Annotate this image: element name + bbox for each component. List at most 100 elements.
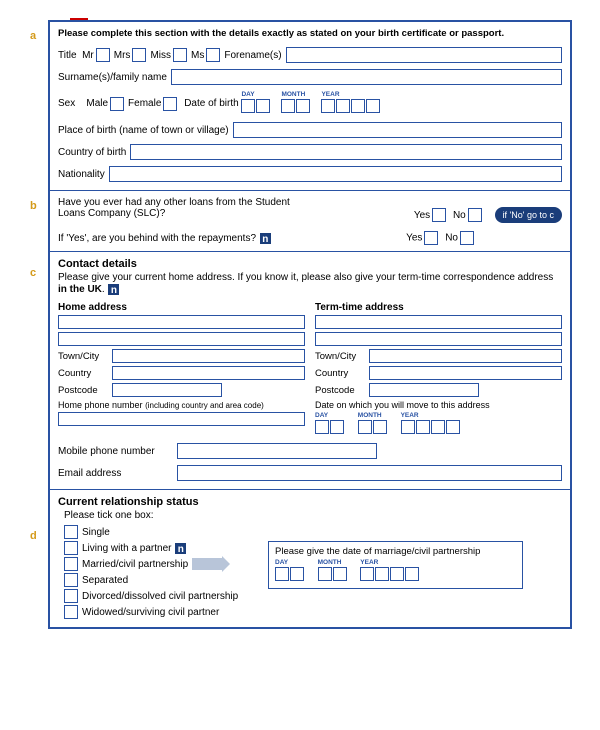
home-addr-line1[interactable] [58,315,305,329]
term-town-label: Town/City [315,351,365,362]
move-year-3[interactable] [431,420,445,434]
divorced-checkbox[interactable] [64,589,78,603]
miss-label: Miss [150,50,171,61]
goto-c-pill: if 'No' go to c [495,207,562,223]
b-q2-no-label: No [445,233,458,244]
section-letter-d: d [30,530,37,542]
move-year-2[interactable] [416,420,430,434]
home-town-input[interactable] [112,349,305,363]
b-q2-no-checkbox[interactable] [460,231,474,245]
home-addr-line2[interactable] [58,332,305,346]
term-town-input[interactable] [369,349,562,363]
surname-input[interactable] [171,69,562,85]
single-checkbox[interactable] [64,525,78,539]
mr-checkbox[interactable] [96,48,110,62]
mar-year-2[interactable] [375,567,389,581]
dob-day-2[interactable] [256,99,270,113]
email-label: Email address [58,468,173,479]
term-addr-line2[interactable] [315,332,562,346]
mar-year-4[interactable] [405,567,419,581]
mar-day-2[interactable] [290,567,304,581]
section-a: Please complete this section with the de… [50,22,570,191]
home-town-label: Town/City [58,351,108,362]
cob-input[interactable] [130,144,562,160]
term-postcode-input[interactable] [369,383,479,397]
home-postcode-input[interactable] [112,383,222,397]
b-q2-yes-label: Yes [406,233,422,244]
d-heading: Current relationship status [58,496,562,508]
divorced-label: Divorced/dissolved civil partnership [82,591,238,602]
living-label: Living with a partner [82,543,172,554]
top-red-mark [70,18,88,20]
widowed-label: Widowed/surviving civil partner [82,607,219,618]
email-row: Email address [58,465,562,481]
mar-day-1[interactable] [275,567,289,581]
nat-input[interactable] [109,166,562,182]
home-phone-input[interactable] [58,412,305,426]
dob-day-1[interactable] [241,99,255,113]
b-q1-yes-label: Yes [414,210,430,221]
mobile-row: Mobile phone number [58,443,562,459]
move-date-label: Date on which you will move to this addr… [315,400,562,410]
marriage-date-label: Please give the date of marriage/civil p… [275,546,516,557]
home-country-input[interactable] [112,366,305,380]
dob-year-1[interactable] [321,99,335,113]
home-addr-label: Home address [58,302,305,313]
home-country-label: Country [58,368,108,379]
female-checkbox[interactable] [163,97,177,111]
term-country-label: Country [315,368,365,379]
nat-label: Nationality [58,169,105,180]
mar-month-2[interactable] [333,567,347,581]
home-phone-label: Home phone number [58,400,145,410]
married-checkbox[interactable] [64,557,78,571]
move-month-1[interactable] [358,420,372,434]
cob-row: Country of birth [58,144,562,160]
section-c: Contact details Please give your current… [50,252,570,490]
info-icon: n [259,232,272,245]
section-a-header: Please complete this section with the de… [58,28,562,39]
miss-checkbox[interactable] [173,48,187,62]
living-checkbox[interactable] [64,541,78,555]
separated-checkbox[interactable] [64,573,78,587]
ms-checkbox[interactable] [206,48,220,62]
section-letter-b: b [30,200,37,212]
sex-dob-row: Sex Male Female Date of birth DAY MONTH … [58,91,562,116]
home-address-col: Home address Town/City Country Postcode … [58,302,305,437]
move-day-1[interactable] [315,420,329,434]
mobile-input[interactable] [177,443,377,459]
mar-year-3[interactable] [390,567,404,581]
term-addr-label: Term-time address [315,302,562,313]
dob-month-2[interactable] [296,99,310,113]
move-year-1[interactable] [401,420,415,434]
forenames-label: Forename(s) [224,50,281,61]
marriage-date-box: Please give the date of marriage/civil p… [268,541,523,589]
dob-month-label: MONTH [281,91,317,98]
dob-year-label: YEAR [321,91,387,98]
title-row: Title Mr Mrs Miss Ms Forename(s) [58,47,562,63]
forenames-input[interactable] [286,47,562,63]
b-q1-no-checkbox[interactable] [468,208,482,222]
info-icon: n [174,542,187,555]
mar-year-1[interactable] [360,567,374,581]
mrs-label: Mrs [114,50,131,61]
arrow-icon [192,558,222,570]
dob-year-3[interactable] [351,99,365,113]
email-input[interactable] [177,465,562,481]
male-checkbox[interactable] [110,97,124,111]
dob-year-2[interactable] [336,99,350,113]
move-day-2[interactable] [330,420,344,434]
section-d: Current relationship status Please tick … [50,490,570,627]
b-q2-yes-checkbox[interactable] [424,231,438,245]
mrs-checkbox[interactable] [132,48,146,62]
widowed-checkbox[interactable] [64,605,78,619]
dob-month-1[interactable] [281,99,295,113]
section-letter-a: a [30,30,36,42]
pob-input[interactable] [233,122,562,138]
move-month-2[interactable] [373,420,387,434]
dob-year-4[interactable] [366,99,380,113]
move-year-4[interactable] [446,420,460,434]
term-country-input[interactable] [369,366,562,380]
term-addr-line1[interactable] [315,315,562,329]
b-q1-yes-checkbox[interactable] [432,208,446,222]
mar-month-1[interactable] [318,567,332,581]
